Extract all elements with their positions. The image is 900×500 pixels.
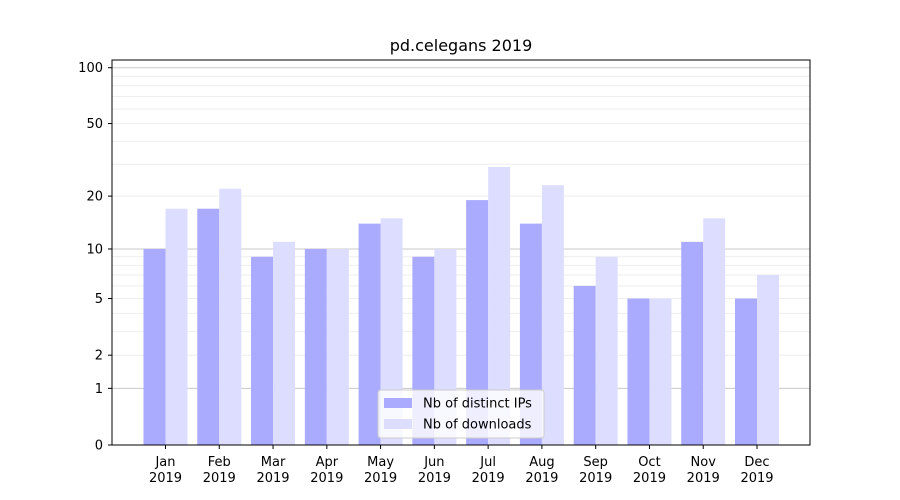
y-tick-label: 20	[86, 190, 103, 205]
x-tick-label: Aug 2019	[525, 455, 558, 486]
bar-distinct-ips-mar	[251, 256, 274, 445]
bar-distinct-ips-nov	[681, 241, 704, 445]
bars	[143, 166, 779, 445]
chart-title: pd.celegans 2019	[390, 36, 533, 55]
legend: Nb of distinct IPs Nb of downloads	[377, 389, 545, 439]
bar-distinct-ips-jan	[143, 248, 166, 445]
x-tick-label: Apr 2019	[310, 455, 343, 486]
x-tick-label: Dec 2019	[740, 455, 773, 486]
y-tick-label: 2	[95, 349, 103, 364]
bar-downloads-apr	[326, 248, 349, 445]
x-tick-label: Jun 2019	[418, 455, 451, 486]
legend-box	[377, 389, 545, 439]
bar-downloads-sep	[595, 256, 618, 445]
legend-swatch	[384, 398, 412, 408]
legend-label: Nb of distinct IPs	[423, 397, 532, 412]
bar-distinct-ips-dec	[735, 298, 757, 445]
bar-downloads-oct	[649, 298, 672, 445]
y-tick-label: 10	[86, 242, 103, 257]
bar-distinct-ips-sep	[573, 285, 596, 445]
y-tick-label: 0	[95, 439, 103, 454]
plot-frame	[111, 59, 811, 446]
bar-downloads-jul	[488, 166, 511, 445]
x-tick-label: May 2019	[364, 455, 397, 486]
bar-downloads-mar	[273, 241, 296, 445]
legend-swatch	[384, 419, 412, 429]
x-tick-label: Sep 2019	[579, 455, 612, 486]
bar-downloads-jan	[165, 208, 188, 445]
legend-label: Nb of downloads	[423, 418, 532, 433]
x-tick-label: Jul 2019	[472, 455, 505, 486]
bar-distinct-ips-apr	[304, 248, 327, 445]
x-tick-label: Jan 2019	[149, 455, 182, 486]
bar-distinct-ips-oct	[627, 298, 650, 445]
x-tick-label: Nov 2019	[687, 455, 720, 486]
y-axis: 0 1 2 5 10 20 50 100	[78, 61, 112, 454]
x-tick-label: Mar 2019	[256, 455, 289, 486]
bar-downloads-dec	[757, 275, 779, 445]
y-tick-label: 50	[86, 117, 103, 132]
y-tick-label: 1	[95, 382, 103, 397]
bar-downloads-feb	[219, 188, 242, 445]
x-tick-label: Feb 2019	[203, 455, 236, 486]
y-tick-label: 5	[95, 292, 103, 307]
bar-downloads-aug	[541, 185, 564, 445]
x-tick-label: Oct 2019	[633, 455, 666, 486]
bar-distinct-ips-jul	[466, 200, 489, 445]
y-tick-label: 100	[78, 61, 103, 76]
x-axis: Jan 2019 Feb 2019 Mar 2019 Apr 2019 May 2019 Jun 20…	[149, 445, 774, 486]
bar-distinct-ips-feb	[197, 208, 220, 445]
bar-distinct-ips-may	[358, 223, 381, 445]
bar-downloads-nov	[703, 218, 726, 445]
bar-downloads-may	[380, 218, 403, 445]
